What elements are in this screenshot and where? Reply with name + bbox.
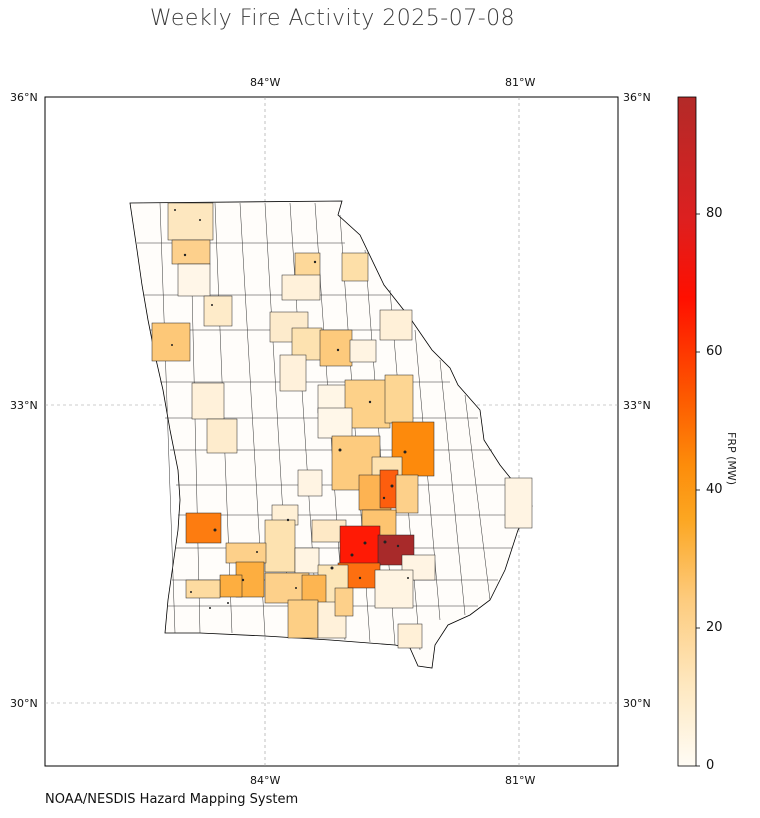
fire-counties: [151, 202, 533, 649]
colorbar: [677, 96, 697, 767]
lat-tick-right-36: 36°N: [623, 91, 651, 104]
colorbar-tick-40: 40: [706, 482, 723, 497]
lat-tick-right-30: 30°N: [623, 697, 651, 710]
lon-tick-top-81: 81°W: [505, 76, 536, 89]
colorbar-ticks: [696, 213, 700, 767]
lon-tick-bottom-84: 84°W: [250, 774, 281, 787]
lat-tick-right-33: 33°N: [623, 399, 651, 412]
map-title: Weekly Fire Activity 2025-07-08: [149, 6, 516, 31]
lon-tick-bottom-81: 81°W: [505, 774, 536, 787]
fire-detections: [171, 209, 409, 609]
lat-tick-left-33: 33°N: [10, 399, 38, 412]
lat-tick-left-36: 36°N: [10, 91, 38, 104]
colorbar-tick-20: 20: [706, 620, 723, 635]
colorbar-label: FRP (MW): [725, 432, 738, 486]
source-credit: NOAA/NESDIS Hazard Mapping System: [45, 792, 299, 807]
lon-tick-top-84: 84°W: [250, 76, 281, 89]
colorbar-tick-60: 60: [706, 344, 723, 359]
lat-tick-left-30: 30°N: [10, 697, 38, 710]
colorbar-tick-0: 0: [706, 758, 715, 773]
colorbar-tick-80: 80: [706, 206, 723, 221]
